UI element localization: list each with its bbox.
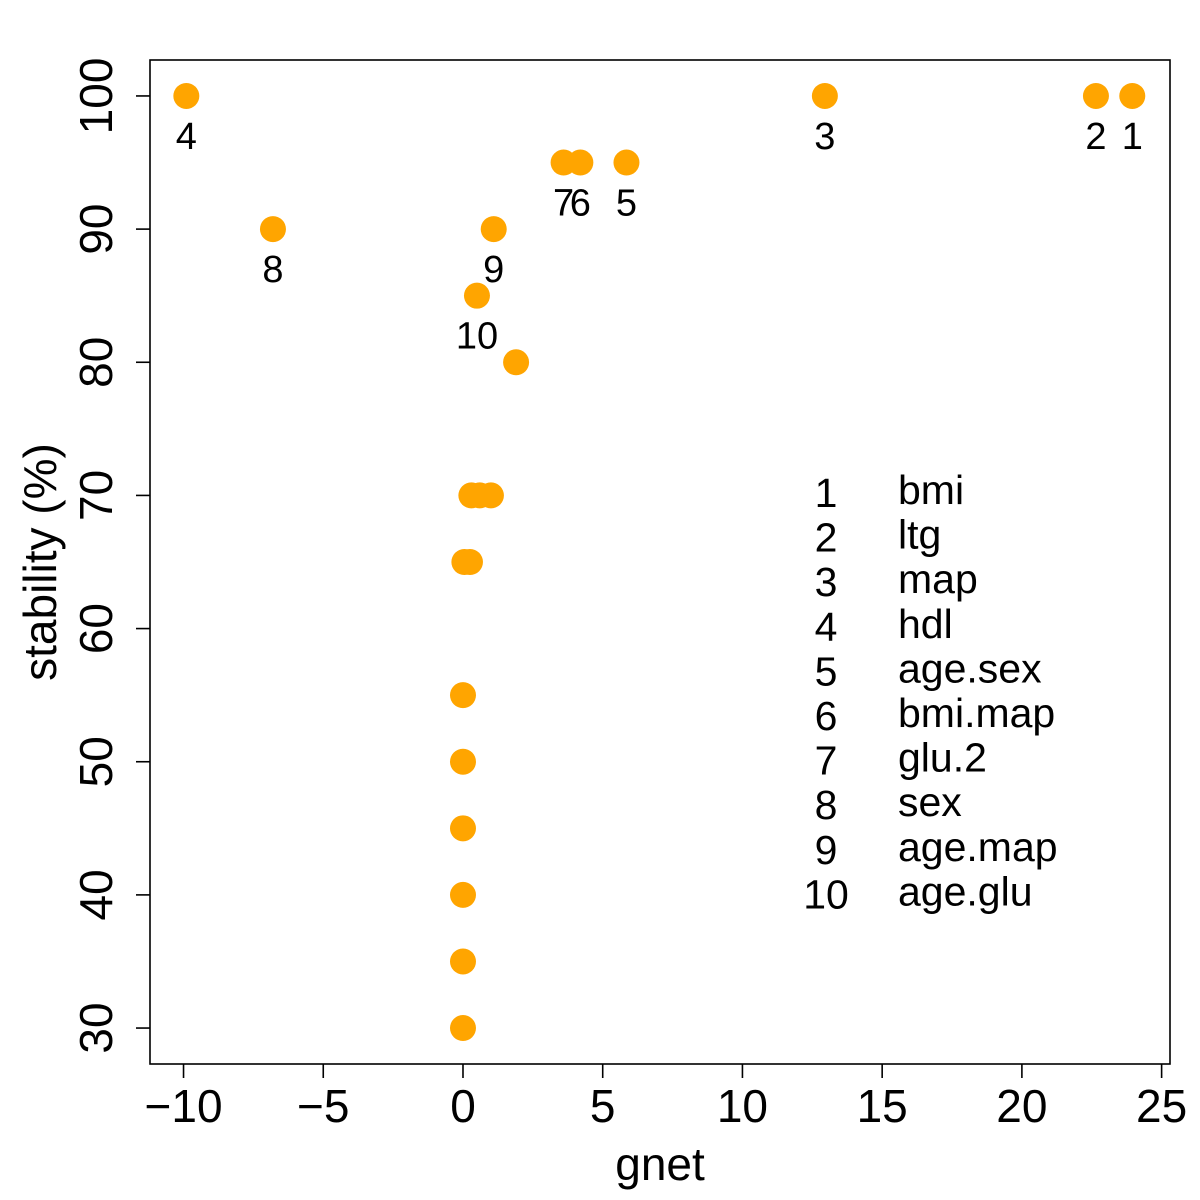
legend-number: 8 — [815, 782, 838, 828]
y-tick-label: 80 — [70, 337, 122, 388]
legend-number: 6 — [815, 693, 838, 739]
y-tick-label: 30 — [70, 1002, 122, 1053]
legend-number: 2 — [815, 515, 838, 561]
data-point — [811, 82, 838, 109]
legend-number: 1 — [815, 470, 838, 516]
plot-frame — [149, 59, 1171, 1065]
legend-name: hdl — [898, 601, 953, 647]
data-point — [480, 216, 507, 243]
data-point — [463, 282, 490, 309]
y-tick-label: 50 — [70, 736, 122, 787]
y-axis-title: stability (%) — [14, 443, 66, 681]
point-label: 6 — [570, 183, 591, 225]
legend-name: bmi.map — [898, 690, 1055, 736]
y-tick-label: 60 — [70, 603, 122, 654]
legend-name: ltg — [898, 512, 941, 558]
point-label: 4 — [176, 116, 197, 158]
point-label: 3 — [814, 116, 835, 158]
points-layer — [173, 82, 1146, 1042]
y-tick-label: 70 — [70, 470, 122, 521]
point-labels-layer: 12 3 4 567 8 9 10 — [176, 116, 1143, 358]
data-point — [173, 82, 200, 109]
x-tick-label: −5 — [297, 1080, 349, 1132]
data-point — [477, 482, 504, 509]
legend-name: bmi — [898, 467, 964, 513]
point-label: 8 — [262, 249, 283, 291]
point-label: 7 — [553, 183, 574, 225]
legend-name: glu.2 — [898, 735, 987, 781]
data-point — [449, 1015, 476, 1042]
x-tick-label: 0 — [450, 1080, 476, 1132]
point-label: 9 — [483, 249, 504, 291]
legend-name: sex — [898, 779, 962, 825]
data-point — [613, 149, 640, 176]
data-point — [1082, 82, 1109, 109]
x-tick-label: 15 — [857, 1080, 908, 1132]
data-point — [449, 815, 476, 842]
x-axis: −10 −5 0 5 10 15 20 25 — [145, 1064, 1187, 1132]
legend-number: 4 — [815, 604, 838, 650]
y-tick-label: 40 — [70, 869, 122, 920]
legend-number: 5 — [815, 648, 838, 694]
x-axis-title: gnet — [615, 1138, 705, 1190]
data-point — [449, 682, 476, 709]
legend-number: 7 — [815, 738, 838, 784]
x-tick-label: 5 — [590, 1080, 616, 1132]
legend-name: map — [898, 556, 978, 602]
x-tick-label: 10 — [717, 1080, 768, 1132]
legend-number: 3 — [815, 559, 838, 605]
y-tick-label: 90 — [70, 204, 122, 255]
legend-name: age.glu — [898, 868, 1033, 914]
point-label: 1 — [1122, 116, 1143, 158]
data-point — [550, 149, 577, 176]
y-tick-label: 100 — [70, 58, 122, 135]
legend: 1 bmi 2 ltg 3 map 4 hdl 5 age.sex 6 bmi.map 7 glu.2 8 s… — [803, 467, 1057, 917]
y-axis: 30 40 50 60 70 80 90 100 — [70, 58, 150, 1054]
data-point — [1119, 82, 1146, 109]
x-tick-label: −10 — [145, 1080, 223, 1132]
legend-name: age.map — [898, 824, 1058, 870]
legend-number: 9 — [815, 827, 838, 873]
data-point — [449, 748, 476, 775]
point-label: 2 — [1085, 116, 1106, 158]
point-label: 10 — [456, 316, 498, 358]
data-point — [259, 216, 286, 243]
x-tick-label: 25 — [1136, 1080, 1187, 1132]
data-point — [449, 881, 476, 908]
data-point — [503, 349, 530, 376]
x-tick-label: 20 — [996, 1080, 1047, 1132]
data-point — [449, 948, 476, 975]
point-label: 5 — [616, 183, 637, 225]
legend-number: 10 — [803, 871, 849, 917]
data-point — [456, 549, 483, 575]
legend-name: age.sex — [898, 645, 1042, 691]
